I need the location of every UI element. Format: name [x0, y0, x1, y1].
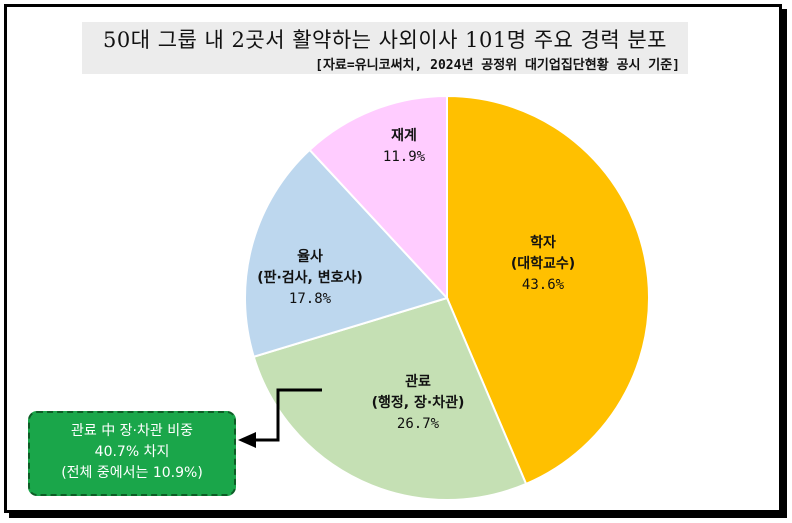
slice-3-value: 17.8% [289, 291, 332, 307]
pie-slice-3 [244, 148, 449, 359]
pie-slice-4 [308, 94, 448, 301]
slice-3-label: (판·검사, 변호사) [257, 269, 363, 286]
slice-2-label: 관료 [405, 373, 431, 390]
slice-3-label: 율사 [297, 248, 323, 265]
pie-slice-1 [446, 94, 651, 486]
slice-1-label: 학자 [530, 235, 556, 251]
slice-1-label: (대학교수) [511, 256, 575, 272]
callout-box: 관료 中 장·차관 비중 40.7% 차지 (전체 중에서는 10.9%) [28, 411, 236, 496]
slice-4-value: 11.9% [383, 149, 426, 165]
callout-arrow-line [254, 388, 322, 442]
callout-line-1: 관료 中 장·차관 비중 [71, 423, 193, 439]
title-background [82, 22, 688, 74]
slice-1-value: 43.6% [522, 277, 565, 293]
callout-line-3: (전체 중에서는 10.9%) [61, 465, 203, 481]
slice-2-label: (행정, 장·차관) [372, 394, 465, 411]
callout-arrow [238, 388, 322, 448]
slice-4-label: 재계 [391, 128, 417, 144]
callout-line-2: 40.7% 차지 [94, 444, 170, 460]
slice-2-value: 26.7% [397, 416, 440, 432]
callout-arrow-head [238, 432, 256, 448]
chart-source: [자료=유니코써치, 2024년 공정위 대기업집단현황 공시 기준] [315, 58, 680, 73]
chart-title: 50대 그룹 내 2곳서 활약하는 사외이사 101명 주요 경력 분포 [103, 28, 667, 52]
pie-slice-2 [252, 296, 528, 502]
